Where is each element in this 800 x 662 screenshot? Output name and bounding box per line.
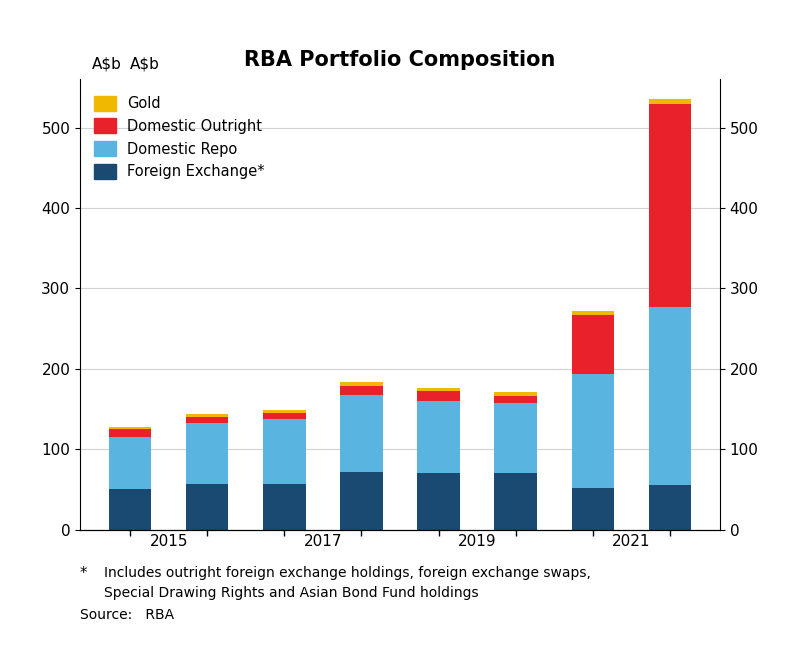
Bar bbox=[263, 413, 306, 420]
Text: A$b: A$b bbox=[130, 56, 160, 71]
Bar bbox=[418, 401, 460, 473]
Bar bbox=[418, 473, 460, 530]
Bar bbox=[340, 472, 382, 530]
Bar bbox=[109, 489, 151, 530]
Bar bbox=[649, 307, 691, 485]
Bar bbox=[494, 396, 537, 402]
Bar bbox=[494, 392, 537, 396]
Bar bbox=[494, 402, 537, 473]
Bar bbox=[649, 485, 691, 530]
Bar bbox=[649, 99, 691, 103]
Bar bbox=[571, 315, 614, 373]
Text: Source:   RBA: Source: RBA bbox=[80, 608, 174, 622]
Legend: Gold, Domestic Outright, Domestic Repo, Foreign Exchange*: Gold, Domestic Outright, Domestic Repo, … bbox=[94, 96, 265, 179]
Text: Includes outright foreign exchange holdings, foreign exchange swaps,: Includes outright foreign exchange holdi… bbox=[104, 566, 591, 580]
Bar bbox=[186, 417, 229, 424]
Bar bbox=[649, 103, 691, 307]
Bar bbox=[186, 484, 229, 530]
Bar bbox=[494, 473, 537, 530]
Bar bbox=[340, 395, 382, 472]
Bar bbox=[263, 484, 306, 530]
Bar bbox=[263, 410, 306, 413]
Text: A$b: A$b bbox=[91, 56, 122, 71]
Bar bbox=[418, 388, 460, 391]
Bar bbox=[571, 311, 614, 315]
Text: *: * bbox=[80, 566, 87, 581]
Bar bbox=[571, 373, 614, 488]
Title: RBA Portfolio Composition: RBA Portfolio Composition bbox=[244, 50, 556, 70]
Bar bbox=[571, 488, 614, 530]
Bar bbox=[186, 424, 229, 484]
Bar bbox=[109, 429, 151, 437]
Bar bbox=[418, 391, 460, 401]
Bar bbox=[109, 427, 151, 429]
Bar bbox=[263, 420, 306, 484]
Bar bbox=[109, 437, 151, 489]
Bar bbox=[340, 383, 382, 386]
Text: Special Drawing Rights and Asian Bond Fund holdings: Special Drawing Rights and Asian Bond Fu… bbox=[104, 586, 478, 600]
Bar bbox=[186, 414, 229, 417]
Bar bbox=[340, 386, 382, 395]
